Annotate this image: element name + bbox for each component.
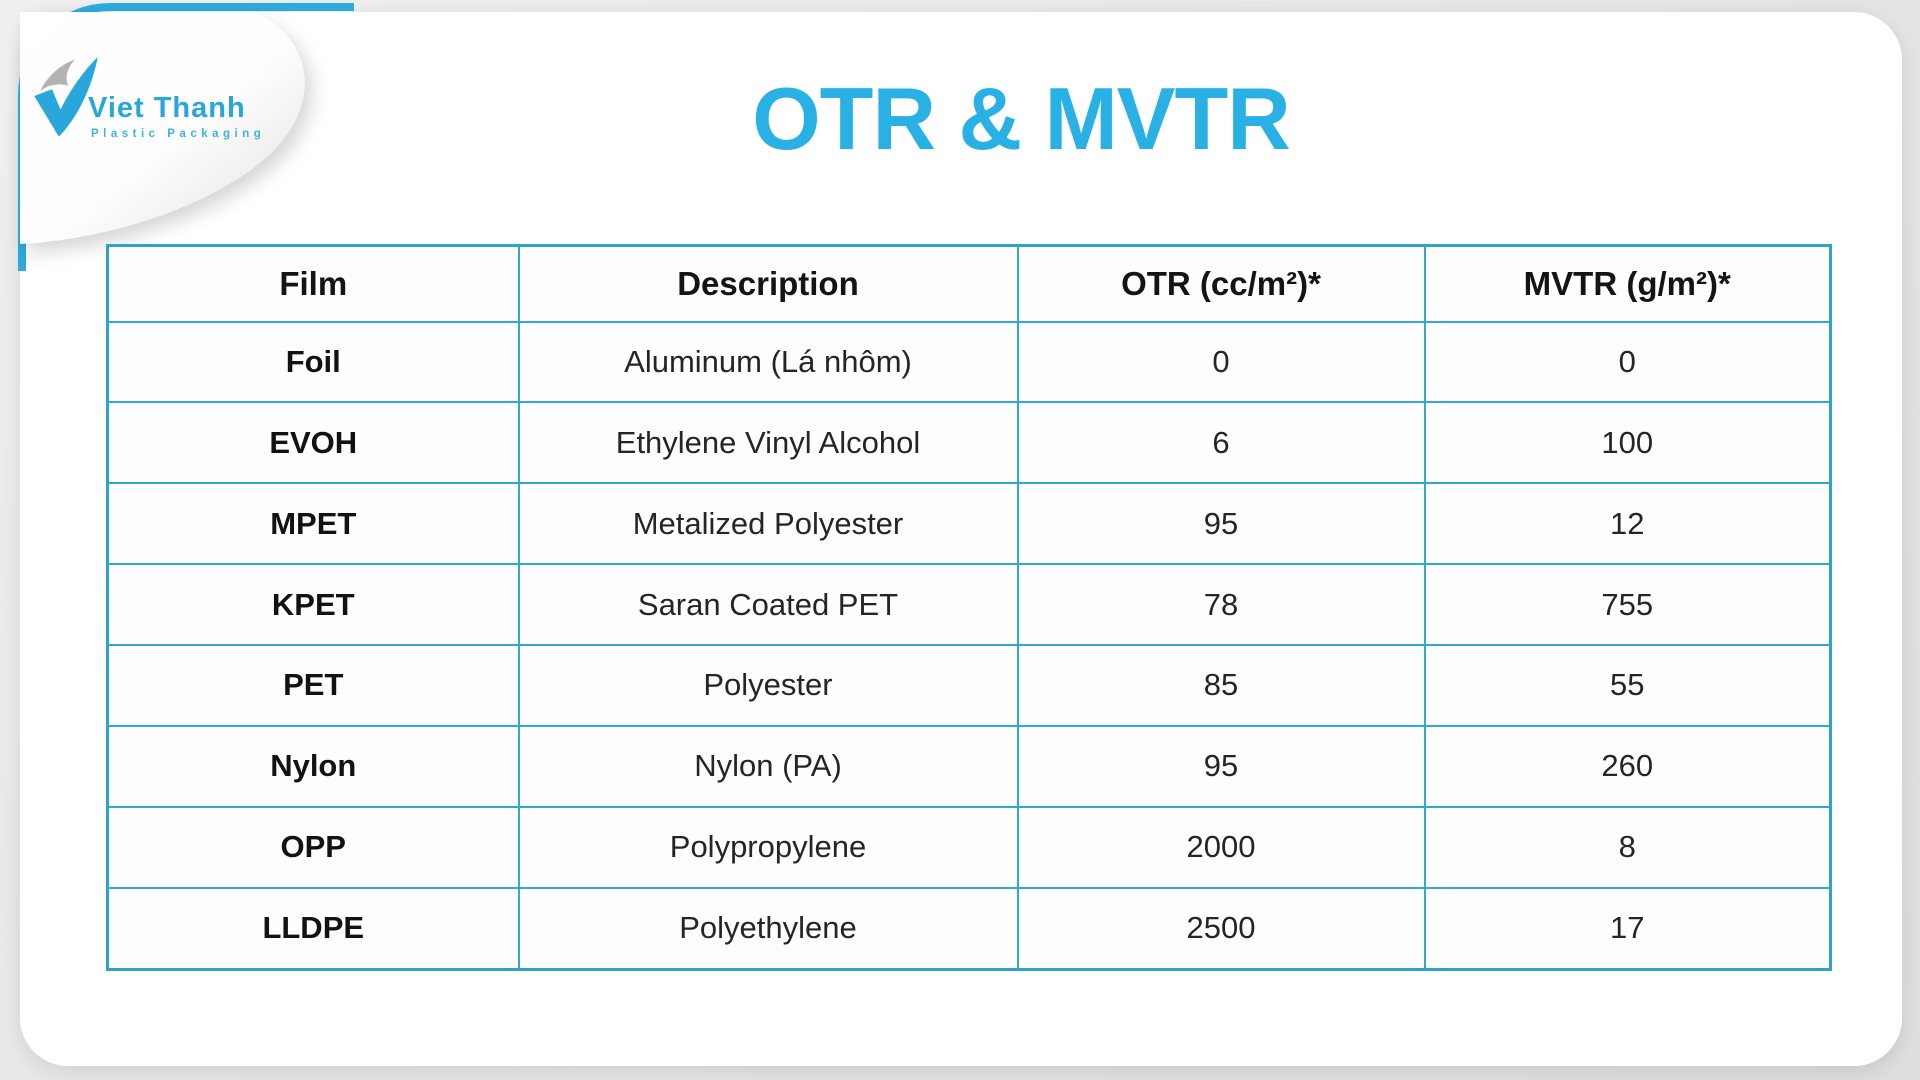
table-row: Nylon Nylon (PA) 95 260 <box>106 724 1832 808</box>
otr-cell: 78 <box>1016 563 1426 646</box>
film-cell: Foil <box>106 320 520 404</box>
description-cell: Polyethylene <box>517 886 1019 971</box>
table-row: PET Polyester 85 55 <box>106 643 1832 727</box>
description-cell: Ethylene Vinyl Alcohol <box>517 401 1019 485</box>
page-title: OTR & MVTR <box>752 69 1291 168</box>
table-row: OPP Polypropylene 2000 8 <box>106 805 1832 889</box>
table-header-row: Film Description OTR (cc/m²)* MVTR (g/m²)* <box>106 244 1832 323</box>
header-cell-0: Film <box>106 244 520 323</box>
otr-cell: 2500 <box>1016 886 1426 971</box>
description-cell: Polypropylene <box>517 805 1019 889</box>
description-cell: Nylon (PA) <box>517 724 1019 808</box>
film-cell: EVOH <box>106 401 520 485</box>
mvtr-cell: 260 <box>1423 724 1832 808</box>
header-cell-1: Description <box>517 244 1019 323</box>
otr-cell: 0 <box>1016 320 1426 404</box>
header-cell-2: OTR (cc/m²)* <box>1016 244 1426 323</box>
brand-name: Viet Thanh <box>88 92 246 124</box>
otr-cell: 6 <box>1016 401 1426 485</box>
mvtr-cell: 12 <box>1423 482 1832 566</box>
brand-logo: Viet Thanh Plastic Packaging <box>30 52 280 152</box>
table-body: Foil Aluminum (Lá nhôm) 0 0 EVOH Ethylene Vin… <box>106 320 1832 971</box>
otr-cell: 2000 <box>1016 805 1426 889</box>
otr-cell: 95 <box>1016 724 1426 808</box>
description-cell: Metalized Polyester <box>517 482 1019 566</box>
film-cell: OPP <box>106 805 520 889</box>
table-row: MPET Metalized Polyester 95 12 <box>106 482 1832 566</box>
mvtr-cell: 755 <box>1423 563 1832 646</box>
table-row: KPET Saran Coated PET 78 755 <box>106 563 1832 646</box>
table-row: Foil Aluminum (Lá nhôm) 0 0 <box>106 320 1832 404</box>
otr-cell: 95 <box>1016 482 1426 566</box>
mvtr-cell: 0 <box>1423 320 1832 404</box>
table-row: LLDPE Polyethylene 2500 17 <box>106 886 1832 971</box>
mvtr-cell: 17 <box>1423 886 1832 971</box>
description-cell: Polyester <box>517 643 1019 727</box>
brand-tagline: Plastic Packaging <box>91 128 266 140</box>
mvtr-cell: 100 <box>1423 401 1832 485</box>
mvtr-cell: 55 <box>1423 643 1832 727</box>
mvtr-cell: 8 <box>1423 805 1832 889</box>
film-cell: LLDPE <box>106 886 520 971</box>
description-cell: Saran Coated PET <box>517 563 1019 646</box>
content-card: Viet Thanh Plastic Packaging OTR & MVTR … <box>18 3 1902 1066</box>
table-row: EVOH Ethylene Vinyl Alcohol 6 100 <box>106 401 1832 485</box>
checkmark-icon <box>34 57 98 137</box>
header-cell-3: MVTR (g/m²)* <box>1423 244 1832 323</box>
film-cell: Nylon <box>106 724 520 808</box>
data-table: Film Description OTR (cc/m²)* MVTR (g/m²)* … <box>106 244 1832 971</box>
film-cell: PET <box>106 643 520 727</box>
otr-cell: 85 <box>1016 643 1426 727</box>
film-cell: MPET <box>106 482 520 566</box>
film-cell: KPET <box>106 563 520 646</box>
description-cell: Aluminum (Lá nhôm) <box>517 320 1019 404</box>
